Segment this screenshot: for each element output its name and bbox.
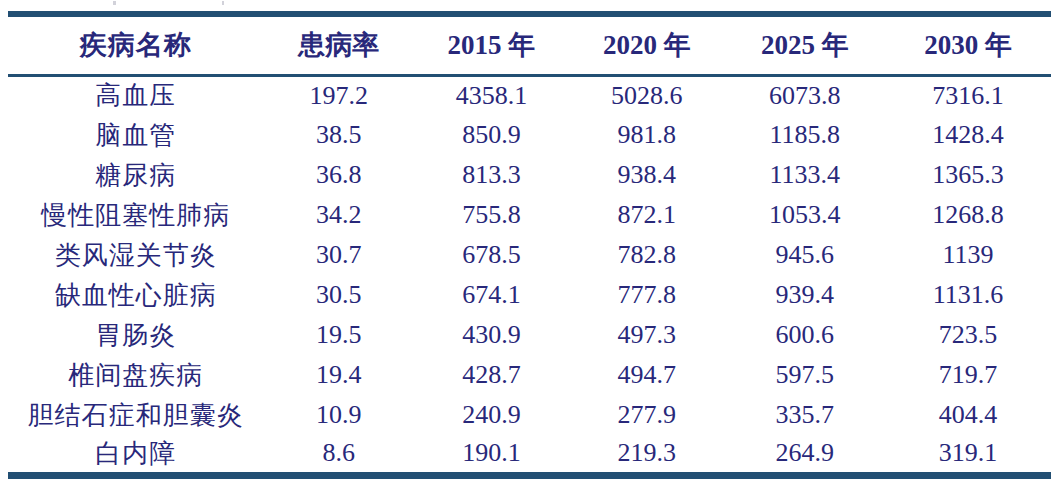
cropped-text-artifact — [113, 1, 116, 5]
cell-y2025: 600.6 — [725, 315, 886, 355]
table-row: 胃肠炎19.5430.9497.3600.6723.5 — [8, 315, 1051, 355]
column-header-y2020: 2020 年 — [569, 14, 724, 75]
cell-y2020: 981.8 — [569, 115, 724, 155]
cell-y2025: 335.7 — [725, 395, 886, 435]
table-row: 椎间盘疾病19.4428.7494.7597.5719.7 — [8, 355, 1051, 395]
cell-disease: 糖尿病 — [8, 155, 264, 195]
cell-y2030: 723.5 — [885, 315, 1051, 355]
cell-y2015: 190.1 — [414, 435, 569, 475]
cell-y2015: 674.1 — [414, 275, 569, 315]
table-row: 脑血管38.5850.9981.81185.81428.4 — [8, 115, 1051, 155]
cell-disease: 脑血管 — [8, 115, 264, 155]
column-header-y2025: 2025 年 — [725, 14, 886, 75]
cell-y2015: 240.9 — [414, 395, 569, 435]
table-header-row: 疾病名称患病率2015 年2020 年2025 年2030 年 — [8, 14, 1051, 75]
cell-y2015: 428.7 — [414, 355, 569, 395]
cell-rate: 19.5 — [264, 315, 414, 355]
table-row: 糖尿病36.8813.3938.41133.41365.3 — [8, 155, 1051, 195]
cell-y2030: 1365.3 — [885, 155, 1051, 195]
cell-y2020: 277.9 — [569, 395, 724, 435]
table-row: 胆结石症和胆囊炎10.9240.9277.9335.7404.4 — [8, 395, 1051, 435]
cell-y2020: 494.7 — [569, 355, 724, 395]
column-header-rate: 患病率 — [264, 14, 414, 75]
cell-y2030: 1428.4 — [885, 115, 1051, 155]
cell-y2025: 6073.8 — [725, 75, 886, 115]
cell-y2015: 755.8 — [414, 195, 569, 235]
cell-rate: 8.6 — [264, 435, 414, 475]
cell-rate: 10.9 — [264, 395, 414, 435]
cell-disease: 缺血性心脏病 — [8, 275, 264, 315]
cell-y2020: 497.3 — [569, 315, 724, 355]
column-header-disease: 疾病名称 — [8, 14, 264, 75]
table-row: 类风湿关节炎30.7678.5782.8945.61139 — [8, 235, 1051, 275]
cell-y2015: 850.9 — [414, 115, 569, 155]
cell-disease: 高血压 — [8, 75, 264, 115]
cell-rate: 30.7 — [264, 235, 414, 275]
cell-rate: 38.5 — [264, 115, 414, 155]
cell-y2020: 777.8 — [569, 275, 724, 315]
table-row: 缺血性心脏病30.5674.1777.8939.41131.6 — [8, 275, 1051, 315]
document-page: 疾病名称患病率2015 年2020 年2025 年2030 年 高血压197.2… — [0, 0, 1059, 496]
cell-y2030: 1131.6 — [885, 275, 1051, 315]
cell-y2020: 219.3 — [569, 435, 724, 475]
cell-y2030: 7316.1 — [885, 75, 1051, 115]
cell-y2020: 938.4 — [569, 155, 724, 195]
cell-y2025: 597.5 — [725, 355, 886, 395]
cell-y2025: 945.6 — [725, 235, 886, 275]
table-row: 慢性阻塞性肺病34.2755.8872.11053.41268.8 — [8, 195, 1051, 235]
cell-y2025: 264.9 — [725, 435, 886, 475]
cell-y2020: 782.8 — [569, 235, 724, 275]
disease-prevalence-projection-table: 疾病名称患病率2015 年2020 年2025 年2030 年 高血压197.2… — [8, 11, 1051, 479]
cell-y2030: 719.7 — [885, 355, 1051, 395]
cell-y2020: 5028.6 — [569, 75, 724, 115]
table-row: 白内障8.6190.1219.3264.9319.1 — [8, 435, 1051, 475]
cell-y2025: 939.4 — [725, 275, 886, 315]
cell-y2030: 319.1 — [885, 435, 1051, 475]
cell-rate: 36.8 — [264, 155, 414, 195]
cell-disease: 类风湿关节炎 — [8, 235, 264, 275]
cell-y2015: 430.9 — [414, 315, 569, 355]
cell-disease: 慢性阻塞性肺病 — [8, 195, 264, 235]
cell-rate: 34.2 — [264, 195, 414, 235]
cell-y2015: 678.5 — [414, 235, 569, 275]
cell-y2025: 1185.8 — [725, 115, 886, 155]
column-header-y2015: 2015 年 — [414, 14, 569, 75]
cell-disease: 胆结石症和胆囊炎 — [8, 395, 264, 435]
table-row: 高血压197.24358.15028.66073.87316.1 — [8, 75, 1051, 115]
cell-disease: 白内障 — [8, 435, 264, 475]
cell-y2015: 813.3 — [414, 155, 569, 195]
cell-rate: 197.2 — [264, 75, 414, 115]
cell-y2025: 1053.4 — [725, 195, 886, 235]
cell-disease: 胃肠炎 — [8, 315, 264, 355]
cell-y2020: 872.1 — [569, 195, 724, 235]
cell-rate: 19.4 — [264, 355, 414, 395]
column-header-y2030: 2030 年 — [885, 14, 1051, 75]
cell-y2030: 1268.8 — [885, 195, 1051, 235]
cropped-text-artifact — [222, 1, 224, 5]
cell-y2015: 4358.1 — [414, 75, 569, 115]
cell-y2025: 1133.4 — [725, 155, 886, 195]
cell-disease: 椎间盘疾病 — [8, 355, 264, 395]
cell-rate: 30.5 — [264, 275, 414, 315]
cell-y2030: 404.4 — [885, 395, 1051, 435]
cell-y2030: 1139 — [885, 235, 1051, 275]
